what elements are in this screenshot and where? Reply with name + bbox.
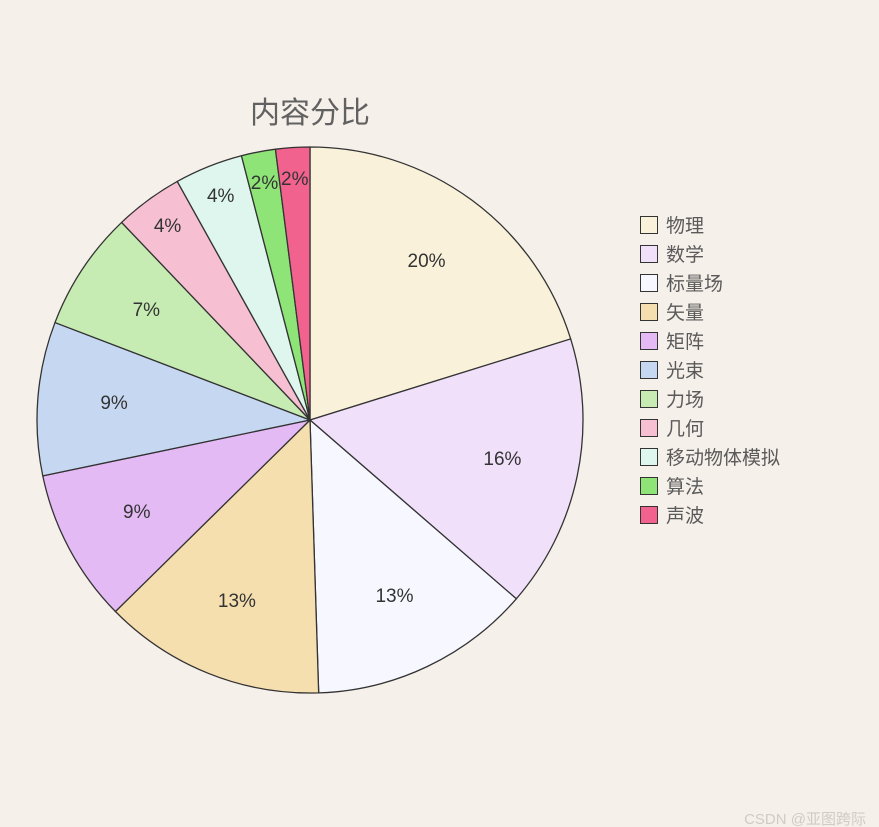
legend-swatch: [640, 216, 658, 234]
chart-canvas: 内容分比 20% 16% 13% 13% 9% 9% 7% 4% 4% 2%2% 物理数学标量场矢…: [0, 0, 879, 827]
slice-percent-label: 2%: [251, 173, 278, 195]
slice-percent-label: 13%: [218, 591, 256, 613]
legend-item: 声波: [640, 500, 780, 529]
legend-swatch: [640, 419, 658, 437]
legend-label: 光束: [666, 356, 704, 383]
slice-percent-label: 7%: [133, 300, 160, 322]
legend-label: 算法: [666, 472, 704, 499]
legend-label: 声波: [666, 501, 704, 528]
slice-percent-label: 9%: [123, 502, 150, 524]
legend-label: 矩阵: [666, 327, 704, 354]
watermark: CSDN @亚图跨际: [744, 808, 866, 827]
legend-item: 光束: [640, 355, 780, 384]
legend-swatch: [640, 448, 658, 466]
slice-percent-label: 4%: [207, 186, 234, 208]
legend-label: 移动物体模拟: [666, 443, 780, 470]
slice-percent-label: 9%: [100, 393, 127, 415]
legend-item: 力场: [640, 384, 780, 413]
slice-percent-label: 16%: [483, 449, 521, 471]
legend-item: 算法: [640, 471, 780, 500]
legend-swatch: [640, 390, 658, 408]
legend: 物理数学标量场矢量矩阵光束力场几何移动物体模拟算法声波: [640, 210, 780, 529]
legend-swatch: [640, 477, 658, 495]
legend-label: 力场: [666, 385, 704, 412]
slice-percent-label: 13%: [375, 586, 413, 608]
legend-swatch: [640, 274, 658, 292]
legend-item: 矩阵: [640, 326, 780, 355]
legend-item: 移动物体模拟: [640, 442, 780, 471]
legend-label: 几何: [666, 414, 704, 441]
legend-label: 矢量: [666, 298, 704, 325]
legend-item: 数学: [640, 239, 780, 268]
legend-item: 几何: [640, 413, 780, 442]
legend-swatch: [640, 506, 658, 524]
legend-swatch: [640, 361, 658, 379]
slice-percent-label: 4%: [154, 216, 181, 238]
slice-percent-label: 2%: [281, 169, 308, 191]
legend-swatch: [640, 303, 658, 321]
chart-title: 内容分比: [250, 88, 370, 132]
slice-percent-label: 20%: [408, 251, 446, 273]
legend-item: 矢量: [640, 297, 780, 326]
legend-item: 标量场: [640, 268, 780, 297]
legend-label: 物理: [666, 211, 704, 238]
legend-label: 数学: [666, 240, 704, 267]
legend-label: 标量场: [666, 269, 723, 296]
legend-item: 物理: [640, 210, 780, 239]
legend-swatch: [640, 245, 658, 263]
legend-swatch: [640, 332, 658, 350]
